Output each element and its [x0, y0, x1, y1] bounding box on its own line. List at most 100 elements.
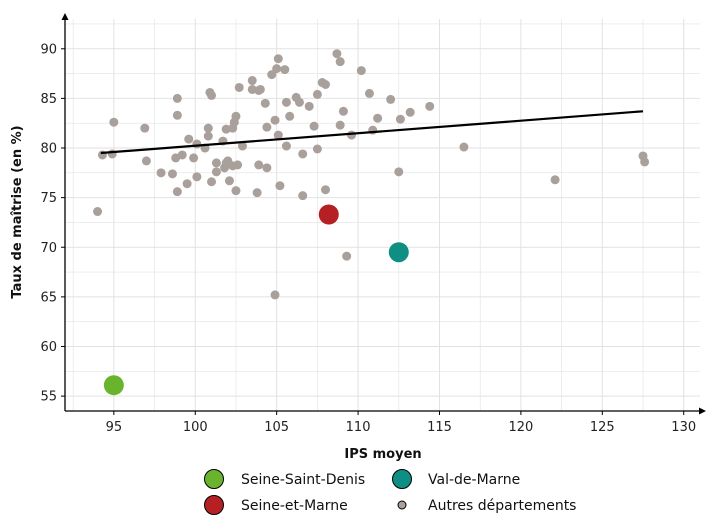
- y-axis-title: Taux de maîtrise (en %): [10, 125, 25, 298]
- point-autre-departement: [211, 158, 221, 168]
- x-tick-labels: 95 100 105 110 115 120 125 130: [106, 411, 696, 435]
- point-autre-departement: [272, 64, 282, 74]
- point-autre-departement: [640, 157, 650, 167]
- point-autre-departement: [192, 139, 202, 149]
- y-tick-label: 90: [40, 42, 57, 57]
- point-autre-departement: [312, 144, 322, 154]
- point-autre-departement: [203, 123, 213, 133]
- point-autre-departement: [373, 113, 383, 123]
- y-tick-label: 80: [40, 142, 57, 157]
- y-axis-arrow: [61, 13, 69, 20]
- point-autre-departement: [93, 207, 103, 217]
- point-autre-departement: [312, 89, 322, 99]
- point-autre-departement: [304, 101, 314, 111]
- x-tick-label: 110: [346, 420, 371, 435]
- point-autre-departement: [207, 90, 217, 100]
- point-autre-departement: [273, 130, 283, 140]
- point-autre-departement: [285, 111, 295, 121]
- x-tick-label: 120: [508, 420, 533, 435]
- point-autre-departement: [275, 181, 285, 191]
- point-autre-departement: [332, 49, 342, 59]
- x-tick-label: 130: [671, 420, 696, 435]
- legend-label-autres: Autres départements: [428, 498, 576, 514]
- point-autre-departement: [262, 122, 272, 132]
- legend-label-seine-et-marne: Seine-et-Marne: [241, 498, 348, 514]
- point-autre-departement: [267, 70, 277, 80]
- legend: Seine-Saint-Denis Val-de-Marne Seine-et-…: [204, 469, 576, 515]
- point-autre-departement: [395, 114, 405, 124]
- point-autre-departement: [273, 54, 283, 64]
- point-val-de-marne: [388, 242, 409, 263]
- point-autre-departement: [425, 101, 435, 111]
- point-autre-departement: [386, 94, 396, 104]
- point-autre-departement: [254, 160, 264, 170]
- point-autre-departement: [237, 141, 247, 151]
- legend-marker-seine-et-marne: [204, 495, 224, 515]
- point-autre-departement: [177, 150, 187, 160]
- point-autre-departement: [156, 168, 166, 178]
- point-autre-departement: [309, 121, 319, 131]
- point-autre-departement: [335, 57, 345, 67]
- point-autre-departement: [260, 98, 270, 108]
- other-departments-points: [93, 49, 650, 300]
- point-autre-departement: [347, 130, 357, 140]
- legend-marker-val-de-marne: [392, 469, 412, 489]
- x-axis-title: IPS moyen: [344, 447, 421, 462]
- point-autre-departement: [298, 191, 308, 201]
- point-autre-departement: [252, 188, 262, 198]
- y-tick-label: 55: [40, 390, 57, 405]
- point-autre-departement: [182, 179, 192, 189]
- point-autre-departement: [172, 187, 182, 197]
- point-autre-departement: [270, 115, 280, 125]
- x-axis-arrow: [699, 407, 706, 415]
- x-tick-label: 115: [427, 420, 452, 435]
- point-seine-et-marne: [318, 204, 339, 225]
- point-autre-departement: [203, 131, 213, 141]
- point-autre-departement: [281, 97, 291, 107]
- point-autre-departement: [141, 156, 151, 166]
- point-autre-departement: [342, 251, 352, 261]
- legend-label-val-de-marne: Val-de-Marne: [428, 472, 520, 488]
- x-tick-label: 95: [106, 420, 123, 435]
- point-autre-departement: [335, 120, 345, 130]
- point-autre-departement: [459, 142, 469, 152]
- point-autre-departement: [262, 163, 272, 173]
- point-autre-departement: [356, 66, 366, 76]
- point-autre-departement: [207, 177, 217, 187]
- point-autre-departement: [280, 65, 290, 75]
- point-autre-departement: [321, 79, 331, 89]
- point-seine-saint-denis: [103, 375, 124, 396]
- point-autre-departement: [364, 88, 374, 98]
- point-autre-departement: [140, 123, 150, 133]
- y-tick-label: 85: [40, 92, 57, 107]
- point-autre-departement: [224, 176, 234, 186]
- y-tick-label: 60: [40, 340, 57, 355]
- point-autre-departement: [189, 153, 199, 163]
- y-tick-labels: 55 60 65 70 75 80 85 90: [40, 42, 65, 405]
- point-autre-departement: [394, 167, 404, 177]
- point-autre-departement: [231, 186, 241, 196]
- point-autre-departement: [231, 111, 241, 121]
- x-tick-label: 100: [183, 420, 208, 435]
- y-tick-label: 75: [40, 191, 57, 206]
- point-autre-departement: [172, 110, 182, 120]
- axes: [61, 13, 706, 415]
- legend-label-seine-saint-denis: Seine-Saint-Denis: [241, 472, 365, 488]
- point-autre-departement: [405, 107, 415, 117]
- point-autre-departement: [167, 169, 177, 179]
- point-autre-departement: [233, 160, 243, 170]
- legend-marker-autres: [397, 500, 407, 510]
- trend-line: [100, 110, 644, 155]
- point-autre-departement: [184, 134, 194, 144]
- point-autre-departement: [321, 185, 331, 195]
- x-tick-label: 125: [590, 420, 615, 435]
- point-autre-departement: [298, 149, 308, 159]
- point-autre-departement: [255, 84, 265, 94]
- point-autre-departement: [270, 290, 280, 300]
- x-tick-label: 105: [264, 420, 289, 435]
- point-autre-departement: [234, 82, 244, 92]
- point-autre-departement: [338, 106, 348, 116]
- point-autre-departement: [281, 141, 291, 151]
- y-tick-label: 65: [40, 290, 57, 305]
